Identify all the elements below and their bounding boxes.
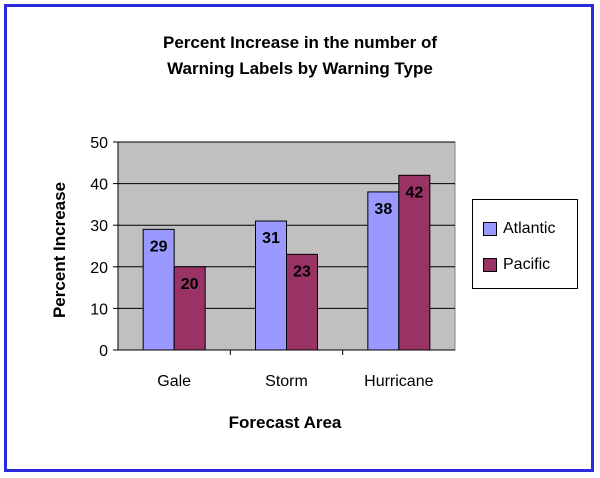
x-tick-label: Gale (157, 373, 191, 390)
y-tick-label: 0 (99, 343, 108, 360)
legend-label-atlantic: Atlantic (503, 220, 556, 237)
bar-atlantic (142, 228, 175, 351)
bar-atlantic (367, 191, 400, 351)
legend-item-atlantic: Atlantic (483, 219, 555, 239)
legend-swatch-pacific (483, 258, 497, 272)
x-axis-title: Forecast Area (229, 413, 342, 432)
legend-label-pacific: Pacific (503, 256, 551, 273)
y-tick-label: 50 (90, 135, 108, 152)
data-label: 31 (262, 230, 280, 247)
chart-title-line-1: Percent Increase in the number of (163, 33, 437, 52)
bar-atlantic (255, 220, 287, 351)
data-label: 20 (181, 276, 199, 293)
legend: Atlantic Pacific (472, 199, 578, 289)
bar-pacific (286, 253, 318, 351)
x-tick-label: Hurricane (364, 373, 433, 390)
legend-item-pacific: Pacific (483, 255, 550, 275)
y-tick-label: 10 (90, 301, 108, 318)
y-axis-title: Percent Increase (50, 182, 69, 318)
bar-pacific (398, 174, 431, 351)
data-label: 38 (374, 201, 392, 218)
data-label: 23 (293, 263, 311, 280)
legend-swatch-atlantic (483, 222, 497, 236)
chart-title-line-2: Warning Labels by Warning Type (167, 59, 433, 78)
data-label: 29 (150, 238, 168, 255)
y-tick-label: 20 (90, 260, 108, 277)
y-tick-label: 40 (90, 177, 108, 194)
bar-pacific (173, 266, 206, 351)
data-label: 42 (405, 184, 423, 201)
y-tick-label: 30 (90, 218, 108, 235)
x-tick-label: Storm (265, 373, 308, 390)
